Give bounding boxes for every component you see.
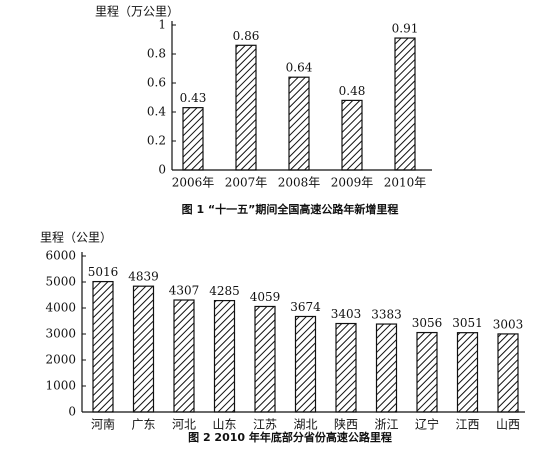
y-tick-label: 5000 — [45, 275, 76, 289]
y-tick-label: 1000 — [45, 379, 76, 393]
value-label: 0.48 — [339, 84, 366, 98]
x-tick-label: 山东 — [212, 418, 236, 432]
bar — [394, 37, 416, 171]
bar — [213, 299, 236, 413]
x-tick-label: 2009年 — [331, 176, 374, 190]
x-tick-label: 河南 — [91, 417, 115, 432]
y-tick-label: 4000 — [45, 301, 76, 315]
value-label: 3051 — [452, 316, 483, 330]
bar — [182, 107, 204, 171]
value-label: 4059 — [250, 290, 281, 304]
bar — [254, 305, 276, 413]
y-tick-label: 0.6 — [147, 76, 166, 90]
x-tick-label: 2007年 — [225, 176, 268, 190]
x-tick-label: 江西 — [455, 418, 479, 432]
bar — [375, 323, 398, 413]
y-tick-label: 3000 — [45, 327, 76, 341]
x-tick-label: 河北 — [172, 418, 196, 432]
value-label: 0.91 — [392, 22, 419, 36]
x-tick-label: 广东 — [131, 418, 155, 432]
value-label: 0.64 — [286, 61, 313, 75]
x-tick-label: 陕西 — [334, 417, 358, 432]
bar — [132, 285, 155, 413]
bar — [294, 315, 317, 413]
y-tick-label: 2000 — [45, 353, 76, 367]
x-tick-label: 2008年 — [278, 176, 321, 190]
bar — [173, 299, 195, 413]
bar — [288, 76, 310, 171]
bar — [92, 280, 114, 413]
value-label: 4307 — [169, 284, 200, 298]
y-tick-label: 0.4 — [147, 105, 166, 119]
y-axis-label: 里程（公里） — [40, 230, 112, 245]
y-tick-label: 0 — [68, 405, 76, 419]
value-label: 4839 — [128, 270, 159, 284]
y-axis-label: 里程（万公里） — [95, 4, 179, 19]
x-tick-label: 江苏 — [253, 418, 277, 432]
value-label: 0.43 — [180, 91, 207, 105]
bar — [235, 44, 257, 171]
caption: 图 1 “十一五”期间全国高速公路年新增里程 — [182, 202, 399, 216]
value-label: 3003 — [493, 317, 524, 331]
x-tick-label: 湖北 — [293, 417, 317, 432]
value-label: 3383 — [371, 308, 402, 322]
value-label: 0.86 — [233, 29, 260, 43]
x-tick-label: 2010年 — [384, 176, 427, 190]
y-tick-label: 6000 — [45, 249, 76, 263]
value-label: 3674 — [290, 300, 321, 314]
y-tick-label: 1 — [158, 18, 166, 32]
y-tick-label: 0.2 — [147, 134, 166, 148]
caption: 图 2 2010 年年底部分省份高速公路里程 — [188, 430, 392, 444]
value-label: 3056 — [412, 316, 443, 330]
y-tick-label: 0.8 — [147, 47, 166, 61]
x-tick-label: 山西 — [496, 418, 520, 432]
value-label: 5016 — [88, 265, 119, 279]
bar — [456, 332, 479, 413]
bar — [497, 333, 519, 413]
x-tick-label: 浙江 — [374, 418, 398, 432]
bar — [335, 322, 357, 413]
x-tick-label: 辽宁 — [415, 417, 439, 432]
value-label: 4285 — [209, 284, 240, 298]
value-label: 3403 — [331, 307, 362, 321]
bar — [416, 331, 438, 413]
bar — [341, 99, 363, 171]
y-tick-label: 0 — [158, 163, 166, 177]
x-tick-label: 2006年 — [172, 176, 215, 190]
